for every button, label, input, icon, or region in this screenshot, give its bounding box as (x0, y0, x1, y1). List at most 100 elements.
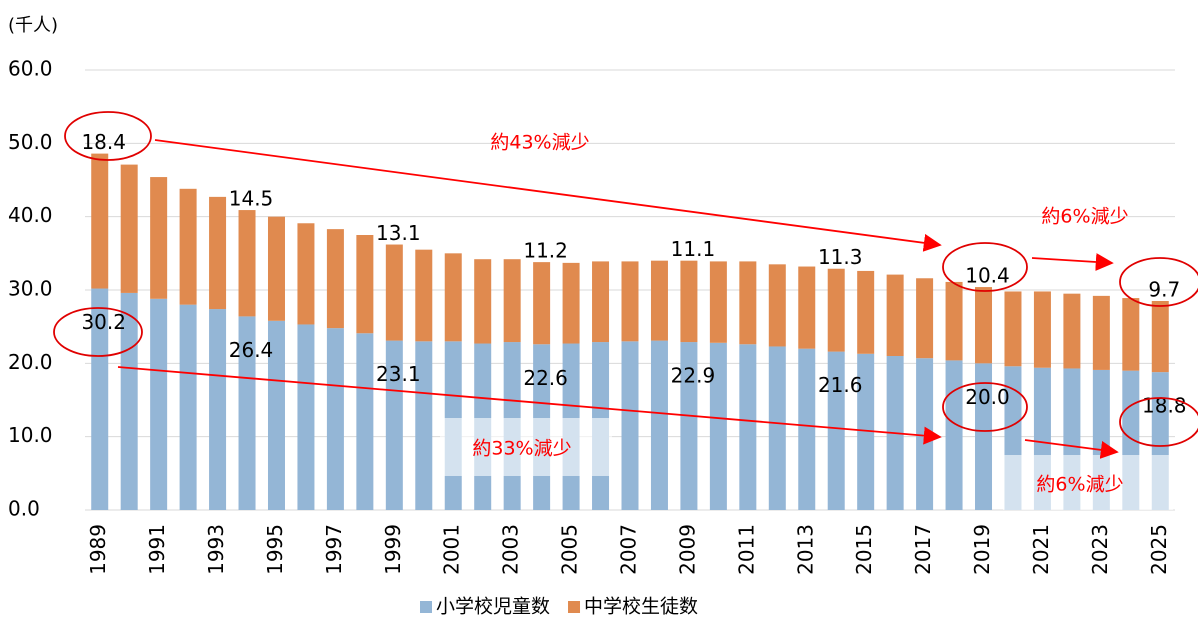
arrow (1024, 439, 1119, 459)
bar-segment (385, 340, 403, 510)
bar-segment (474, 259, 492, 344)
legend-label: 中学校生徒数 (584, 596, 698, 618)
bar-segment (1063, 293, 1081, 369)
bar-segment (120, 164, 138, 293)
legend-swatch (568, 601, 581, 613)
bar-segment (1151, 301, 1169, 373)
legend-label: 小学校児童数 (436, 596, 550, 618)
arrow (154, 139, 942, 252)
bar-segment (238, 316, 256, 510)
annotation: 約6%減少 (1041, 206, 1128, 228)
bar-segment (592, 261, 610, 343)
bar-segment (326, 229, 344, 329)
bar-segment (709, 342, 727, 510)
bar-segment (297, 324, 315, 510)
x-tick-label: 2019 (970, 524, 994, 575)
highlight (1119, 257, 1198, 307)
arrow (117, 366, 942, 445)
bar-segment (356, 235, 374, 334)
bar-segment (680, 260, 698, 343)
data-label: 18.4 (81, 130, 126, 154)
bar-segment (297, 223, 315, 325)
bar-segment (798, 348, 816, 510)
data-label: 11.1 (671, 237, 716, 261)
bar-segment (857, 270, 875, 354)
bar-segment (91, 153, 109, 289)
x-tick-label: 1999 (381, 524, 405, 575)
bar-segment (857, 353, 875, 510)
annotation: 約43%減少 (490, 132, 589, 154)
data-label: 11.2 (523, 239, 568, 263)
x-tick-label: 1991 (145, 524, 169, 575)
y-tick-label: 30.0 (8, 277, 53, 301)
highlight (64, 111, 152, 161)
data-label: 20.0 (965, 385, 1010, 409)
y-axis-label: (千人) (8, 15, 58, 36)
annotation-box (440, 418, 612, 476)
bar-segment (1033, 291, 1051, 368)
data-label: 23.1 (376, 362, 421, 386)
bar-segment (621, 341, 639, 510)
bar-segment (150, 298, 168, 510)
bar-segment (975, 287, 993, 364)
data-label: 13.1 (376, 221, 421, 245)
highlight (942, 382, 1028, 432)
data-label: 22.9 (671, 364, 716, 388)
bar-segment (886, 274, 904, 356)
highlight (1119, 397, 1198, 447)
bar-segment (179, 188, 197, 305)
x-tick-label: 2007 (617, 524, 641, 575)
x-tick-label: 1995 (263, 524, 287, 575)
legend-swatch (420, 601, 432, 613)
bar-segment (1092, 295, 1110, 370)
annotation: 約6%減少 (1036, 474, 1123, 496)
bar-segment (356, 333, 374, 510)
annotation: 約33%減少 (472, 438, 571, 460)
highlight (53, 307, 143, 357)
highlight (942, 242, 1028, 292)
bar-segment (209, 196, 227, 310)
x-tick-label: 2009 (675, 524, 699, 575)
y-tick-label: 0.0 (8, 497, 40, 521)
x-tick-label: 1993 (204, 524, 228, 575)
data-label: 22.6 (523, 366, 568, 390)
data-label: 30.2 (81, 310, 126, 334)
x-tick-label: 2021 (1029, 524, 1053, 575)
x-tick-label: 2003 (499, 524, 523, 575)
x-tick-label: 1989 (86, 524, 110, 575)
bar-segment (533, 262, 551, 345)
bar-segment (798, 266, 816, 349)
y-tick-label: 50.0 (8, 130, 53, 154)
data-label: 14.5 (229, 187, 274, 211)
bar-segment (621, 261, 639, 342)
y-tick-label: 10.0 (8, 423, 53, 447)
bar-segment (415, 341, 433, 510)
bar-segment (444, 253, 462, 342)
bar-segment (385, 244, 403, 341)
bar-segment (945, 360, 963, 510)
data-label: 26.4 (229, 338, 274, 362)
x-tick-label: 1997 (322, 524, 346, 575)
x-tick-label: 2001 (440, 524, 464, 575)
x-tick-label: 2015 (852, 524, 876, 575)
data-label: 10.4 (965, 264, 1010, 288)
bar-segment (1122, 298, 1140, 371)
bar-segment (179, 304, 197, 510)
bar-segment (267, 320, 285, 510)
bar-segment (709, 261, 727, 343)
bar-segment (650, 260, 668, 341)
bar-segment (768, 346, 786, 510)
bar-segment (503, 259, 521, 343)
y-tick-label: 20.0 (8, 350, 53, 374)
x-tick-label: 2025 (1147, 524, 1171, 575)
bar-segment (739, 344, 757, 510)
bar-segment (150, 177, 168, 299)
data-label: 9.7 (1148, 278, 1180, 302)
bar-segment (650, 340, 668, 510)
bar-segment (209, 309, 227, 510)
bar-segment (1004, 291, 1022, 367)
bar-segment (680, 342, 698, 510)
bar-segment (326, 328, 344, 510)
bar-segment (827, 351, 845, 510)
